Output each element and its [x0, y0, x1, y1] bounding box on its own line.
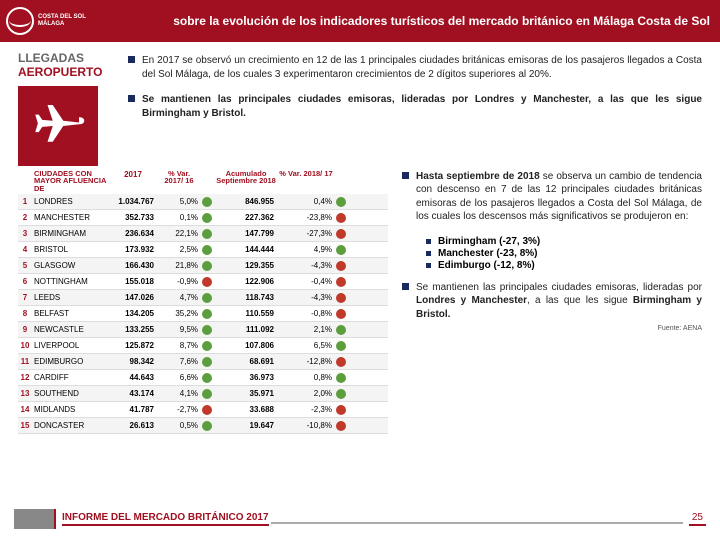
bullet-icon [426, 239, 431, 244]
table-row: 12CARDIFF44.6436,6%36.9730,8% [18, 370, 388, 386]
table-row: 8BELFAST134.20535,2%110.559-0,8% [18, 306, 388, 322]
table-body: 1LONDRES1.034.7675,0%846.9550,4%2MANCHES… [18, 194, 388, 434]
col-city: CIUDADES CON MAYOR AFLUENCIA DE [32, 170, 108, 194]
col-sep2018: Acumulado Septiembre 2018 [214, 170, 278, 194]
section-line1: LLEGADAS [18, 51, 84, 65]
right-bullet-1: Hasta septiembre de 2018 se observa un c… [402, 170, 702, 224]
bullet-icon [128, 56, 135, 63]
sub-bullet: Birmingham (-27, 3%) [426, 236, 702, 247]
page-title: sobre la evolución de los indicadores tu… [100, 14, 720, 28]
table-row: 5GLASGOW166.43021,8%129.355-4,3% [18, 258, 388, 274]
footer-line [271, 514, 683, 524]
logo-text: COSTA DEL SOLMÁLAGA [38, 14, 86, 27]
table-row: 2MANCHESTER352.7330,1%227.362-23,8% [18, 210, 388, 226]
footer-block-icon [14, 509, 54, 529]
table-row: 3BIRMINGHAM236.63422,1%147.799-27,3% [18, 226, 388, 242]
footer: INFORME DEL MERCADO BRITÁNICO 2017 25 [0, 508, 720, 530]
sub-bullet: Edimburgo (-12, 8%) [426, 260, 702, 271]
footer-title: INFORME DEL MERCADO BRITÁNICO 2017 [62, 512, 269, 526]
table-row: 13SOUTHEND43.1744,1%35.9712,0% [18, 386, 388, 402]
bullet-icon [402, 172, 409, 179]
table-row: 4BRISTOL173.9322,5%144.4444,9% [18, 242, 388, 258]
bullet-1: En 2017 se observó un crecimiento en 12 … [128, 54, 702, 81]
logo-icon [6, 7, 34, 35]
plane-icon [18, 86, 98, 166]
logo: COSTA DEL SOLMÁLAGA [0, 7, 100, 35]
col-var2: % Var. 2018/ 17 [278, 170, 334, 194]
table-row: 14MIDLANDS41.787-2,7%33.688-2,3% [18, 402, 388, 418]
table-row: 15DONCASTER26.6130,5%19.647-10,8% [18, 418, 388, 434]
col-2017: 2017 [108, 170, 158, 194]
page-number: 25 [689, 512, 706, 526]
bullet-icon [426, 251, 431, 256]
right-bullets: Hasta septiembre de 2018 se observa un c… [398, 170, 702, 435]
bullet-icon [128, 95, 135, 102]
cities-table: CIUDADES CON MAYOR AFLUENCIA DE 2017 % V… [18, 170, 388, 435]
section-line2: AEROPUERTO [18, 65, 102, 79]
table-row: 7LEEDS147.0264,7%118.743-4,3% [18, 290, 388, 306]
right-bullet-2: Se mantienen las principales ciudades em… [402, 281, 702, 322]
sub-bullets: Birmingham (-27, 3%) Manchester (-23, 8%… [426, 236, 702, 271]
bullet-2: Se mantienen las principales ciudades em… [128, 93, 702, 120]
bullet-icon [426, 263, 431, 268]
bullet-icon [402, 283, 409, 290]
table-row: 1LONDRES1.034.7675,0%846.9550,4% [18, 194, 388, 210]
table-row: 10LIVERPOOL125.8728,7%107.8066,5% [18, 338, 388, 354]
table-row: 11EDIMBURGO98.3427,6%68.691-12,8% [18, 354, 388, 370]
table-row: 9NEWCASTLE133.2559,5%111.0922,1% [18, 322, 388, 338]
header-bar: COSTA DEL SOLMÁLAGA sobre la evolución d… [0, 0, 720, 42]
col-var1: % Var. 2017/ 16 [158, 170, 200, 194]
source-label: Fuente: AENA [402, 325, 702, 332]
table-row: 6NOTTINGHAM155.018-0,9%122.906-0,4% [18, 274, 388, 290]
top-bullets: En 2017 se observó un crecimiento en 12 … [128, 52, 702, 166]
sub-bullet: Manchester (-23, 8%) [426, 248, 702, 259]
section-label: LLEGADAS AEROPUERTO [18, 52, 118, 166]
table-header: CIUDADES CON MAYOR AFLUENCIA DE 2017 % V… [18, 170, 388, 195]
